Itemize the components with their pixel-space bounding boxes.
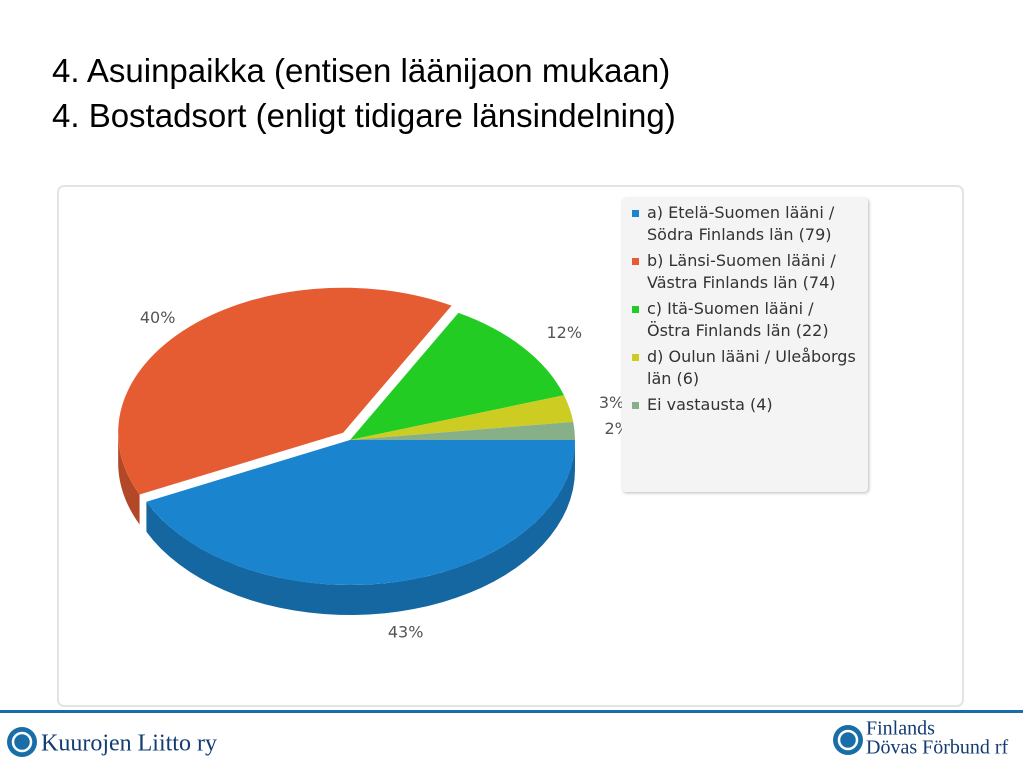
footer-right: Finlands <box>866 718 935 740</box>
legend-entry: Ei vastausta (4) <box>632 394 860 416</box>
legend-swatch <box>632 402 639 409</box>
logo <box>833 725 863 755</box>
slice <box>146 440 575 585</box>
logo <box>11 731 33 753</box>
legend-label: d) Oulun lääni / Uleåborgs län (6) <box>647 347 856 388</box>
value-label: 3% <box>599 393 624 412</box>
slice-side <box>146 440 575 615</box>
logo <box>7 727 37 757</box>
value-label: 40% <box>140 308 176 327</box>
legend-label: Ei vastausta (4) <box>647 395 773 414</box>
footer-left: Kuurojen Liitto ry <box>41 731 217 757</box>
legend-swatch <box>632 210 639 217</box>
footer-line <box>0 710 1023 713</box>
value-label: 12% <box>546 323 582 342</box>
legend-label: c) Itä-Suomen lääni / Östra Finlands län… <box>647 299 829 340</box>
legend-label: b) Länsi-Suomen lääni / Västra Finlands … <box>647 251 836 292</box>
slice-side <box>118 432 140 525</box>
legend-swatch <box>632 354 639 361</box>
slice <box>350 395 574 440</box>
logo <box>837 729 859 751</box>
legend-entry: a) Etelä-Suomen lääni / Södra Finlands l… <box>632 202 860 246</box>
legend-swatch <box>632 258 639 265</box>
legend-entry: d) Oulun lääni / Uleåborgs län (6) <box>632 346 860 390</box>
footer-right: Dövas Förbund rf <box>866 737 1009 759</box>
legend-entry: b) Länsi-Suomen lääni / Västra Finlands … <box>632 250 860 294</box>
legend-label: a) Etelä-Suomen lääni / Södra Finlands l… <box>647 203 835 244</box>
value-label: 43% <box>388 622 424 641</box>
slice <box>350 421 575 440</box>
slice <box>350 312 564 440</box>
subtitle: 4. Bostadsort (enligt tidigare länsindel… <box>52 97 676 134</box>
legend: a) Etelä-Suomen lääni / Södra Finlands l… <box>622 198 868 492</box>
title: 4. Asuinpaikka (entisen läänijaon mukaan… <box>52 52 671 89</box>
legend-swatch <box>632 306 639 313</box>
legend-entry: c) Itä-Suomen lääni / Östra Finlands län… <box>632 298 860 342</box>
slice <box>118 287 452 495</box>
